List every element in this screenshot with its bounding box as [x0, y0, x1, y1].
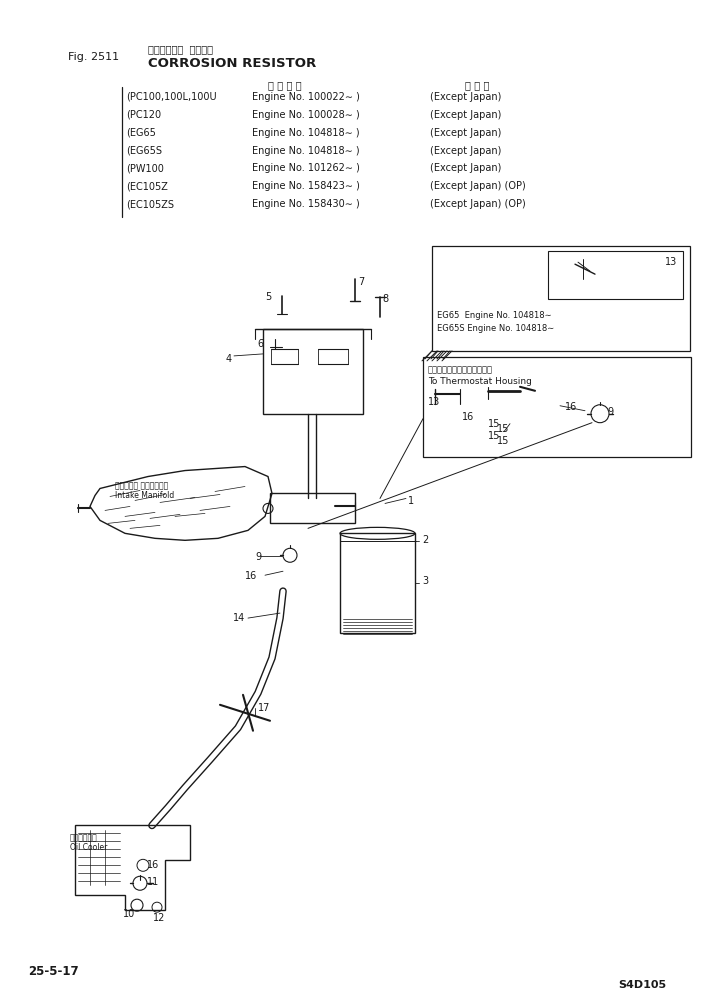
Text: 17: 17 — [258, 702, 270, 713]
Text: 15: 15 — [497, 424, 509, 434]
Text: 7: 7 — [358, 277, 364, 287]
Text: Engine No. 104818∼ ): Engine No. 104818∼ ) — [252, 146, 360, 156]
Text: 10: 10 — [123, 910, 136, 920]
Text: 3: 3 — [422, 576, 428, 586]
Text: Intake Manifold: Intake Manifold — [115, 491, 174, 501]
Text: 1: 1 — [408, 496, 414, 507]
Text: (PC120: (PC120 — [126, 110, 161, 120]
Text: 14: 14 — [233, 613, 245, 623]
Text: 15: 15 — [488, 419, 500, 429]
Text: 25-5-17: 25-5-17 — [28, 965, 79, 978]
Text: Engine No. 104818∼ ): Engine No. 104818∼ ) — [252, 128, 360, 138]
Text: (EC105ZS: (EC105ZS — [126, 199, 174, 209]
Text: (Except Japan): (Except Japan) — [430, 128, 501, 138]
Text: (EC105Z: (EC105Z — [126, 182, 168, 191]
Text: 12: 12 — [153, 914, 165, 924]
Text: (PW100: (PW100 — [126, 164, 164, 174]
Text: (Except Japan) (OP): (Except Japan) (OP) — [430, 199, 526, 209]
Text: EG65  Engine No. 104818∼: EG65 Engine No. 104818∼ — [437, 311, 552, 320]
Text: 13: 13 — [665, 257, 677, 267]
Text: (PC100,100L,100U: (PC100,100L,100U — [126, 91, 216, 102]
Text: インテーク マニホールへ: インテーク マニホールへ — [115, 481, 168, 490]
Bar — [340, 534, 415, 633]
Bar — [432, 246, 690, 351]
Text: 16: 16 — [147, 860, 159, 870]
Bar — [263, 329, 363, 414]
Bar — [548, 251, 683, 299]
Text: オイルクーラ: オイルクーラ — [70, 833, 98, 842]
Text: 9: 9 — [607, 407, 613, 417]
Text: 5: 5 — [265, 292, 271, 303]
Text: S4D105: S4D105 — [618, 980, 666, 990]
Text: (Except Japan) (OP): (Except Japan) (OP) — [430, 182, 526, 191]
Text: (EG65S: (EG65S — [126, 146, 162, 156]
Text: (Except Japan): (Except Japan) — [430, 146, 501, 156]
Text: 8: 8 — [382, 294, 388, 305]
Text: Engine No. 100022∼ ): Engine No. 100022∼ ) — [252, 91, 360, 102]
Text: 13: 13 — [428, 397, 441, 407]
Text: Engine No. 101262∼ ): Engine No. 101262∼ ) — [252, 164, 360, 174]
Text: コロージョン  レジスタ: コロージョン レジスタ — [148, 44, 213, 54]
Text: Engine No. 158423∼ ): Engine No. 158423∼ ) — [252, 182, 360, 191]
Text: EG65S Engine No. 104818∼: EG65S Engine No. 104818∼ — [437, 324, 554, 333]
Text: サーモスタットハウジングへ: サーモスタットハウジングへ — [428, 365, 493, 374]
Text: Fig. 2511: Fig. 2511 — [68, 52, 119, 62]
Text: To Thermostat Housing: To Thermostat Housing — [428, 377, 532, 386]
Text: (EG65: (EG65 — [126, 128, 156, 138]
Text: Engine No. 100028∼ ): Engine No. 100028∼ ) — [252, 110, 360, 120]
Text: 11: 11 — [147, 877, 159, 887]
Text: 2: 2 — [422, 536, 428, 546]
Text: Oil Cooler: Oil Cooler — [70, 843, 107, 852]
Text: (Except Japan): (Except Japan) — [430, 164, 501, 174]
Text: 16: 16 — [565, 402, 578, 412]
Text: 15: 15 — [488, 431, 500, 440]
Text: 15: 15 — [497, 435, 509, 445]
Text: CORROSION RESISTOR: CORROSION RESISTOR — [148, 57, 317, 69]
Text: Engine No. 158430∼ ): Engine No. 158430∼ ) — [252, 199, 360, 209]
Text: 海 外 向: 海 外 向 — [465, 79, 490, 89]
Text: 16: 16 — [462, 412, 474, 422]
Bar — [270, 493, 355, 524]
Text: (Except Japan): (Except Japan) — [430, 110, 501, 120]
Text: 9: 9 — [255, 553, 261, 562]
Text: 6: 6 — [257, 339, 263, 349]
Text: 16: 16 — [245, 571, 257, 581]
Text: 4: 4 — [226, 354, 232, 364]
Text: 運 用 番 号: 運 用 番 号 — [268, 79, 301, 89]
Text: (Except Japan): (Except Japan) — [430, 91, 501, 102]
Bar — [423, 357, 691, 456]
